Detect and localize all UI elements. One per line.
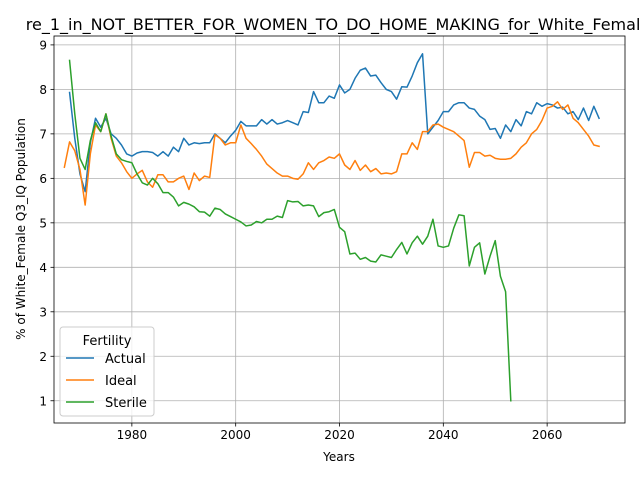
series-line-sterile: [68, 59, 512, 402]
legend-entry-ideal: Ideal: [66, 374, 137, 389]
y-tick-label: 9: [39, 38, 47, 52]
y-tick-label: 8: [39, 83, 47, 97]
x-axis: 1980 2000 2020 2040 2060: [117, 423, 563, 442]
x-tick-label: 2000: [220, 428, 251, 442]
grid: [54, 36, 625, 423]
series-line-ideal: [63, 101, 600, 206]
legend: Fertility Actual Ideal Sterile: [59, 326, 155, 417]
y-tick-label: 3: [39, 305, 47, 319]
y-axis-label: % of White_Female Q3_IQ Population: [14, 118, 28, 340]
series-group: [63, 53, 601, 402]
x-tick-label: 2060: [532, 428, 563, 442]
y-tick-label: 7: [39, 127, 47, 141]
x-tick-label: 1980: [117, 428, 148, 442]
x-tick-label: 2040: [428, 428, 459, 442]
series-line-actual: [68, 53, 601, 193]
plot-frame: [53, 35, 626, 424]
y-tick-label: 4: [39, 261, 47, 275]
y-tick-label: 2: [39, 350, 47, 364]
y-tick-label: 5: [39, 216, 47, 230]
legend-label-ideal: Ideal: [105, 374, 137, 389]
chart-title: re_1_in_NOT_BETTER_FOR_WOMEN_TO_DO_HOME_…: [26, 15, 640, 35]
legend-label-actual: Actual: [105, 352, 146, 367]
x-axis-label: Years: [322, 450, 355, 464]
y-tick-label: 1: [39, 394, 47, 408]
legend-entry-sterile: Sterile: [66, 396, 147, 411]
legend-title: Fertility: [83, 334, 132, 349]
y-axis: 1 2 3 4 5 6 7 8 9: [39, 38, 54, 408]
legend-box: [59, 326, 155, 417]
x-tick-label: 2020: [324, 428, 355, 442]
legend-entry-actual: Actual: [66, 352, 146, 367]
y-tick-label: 6: [39, 172, 47, 186]
legend-label-sterile: Sterile: [105, 396, 147, 411]
